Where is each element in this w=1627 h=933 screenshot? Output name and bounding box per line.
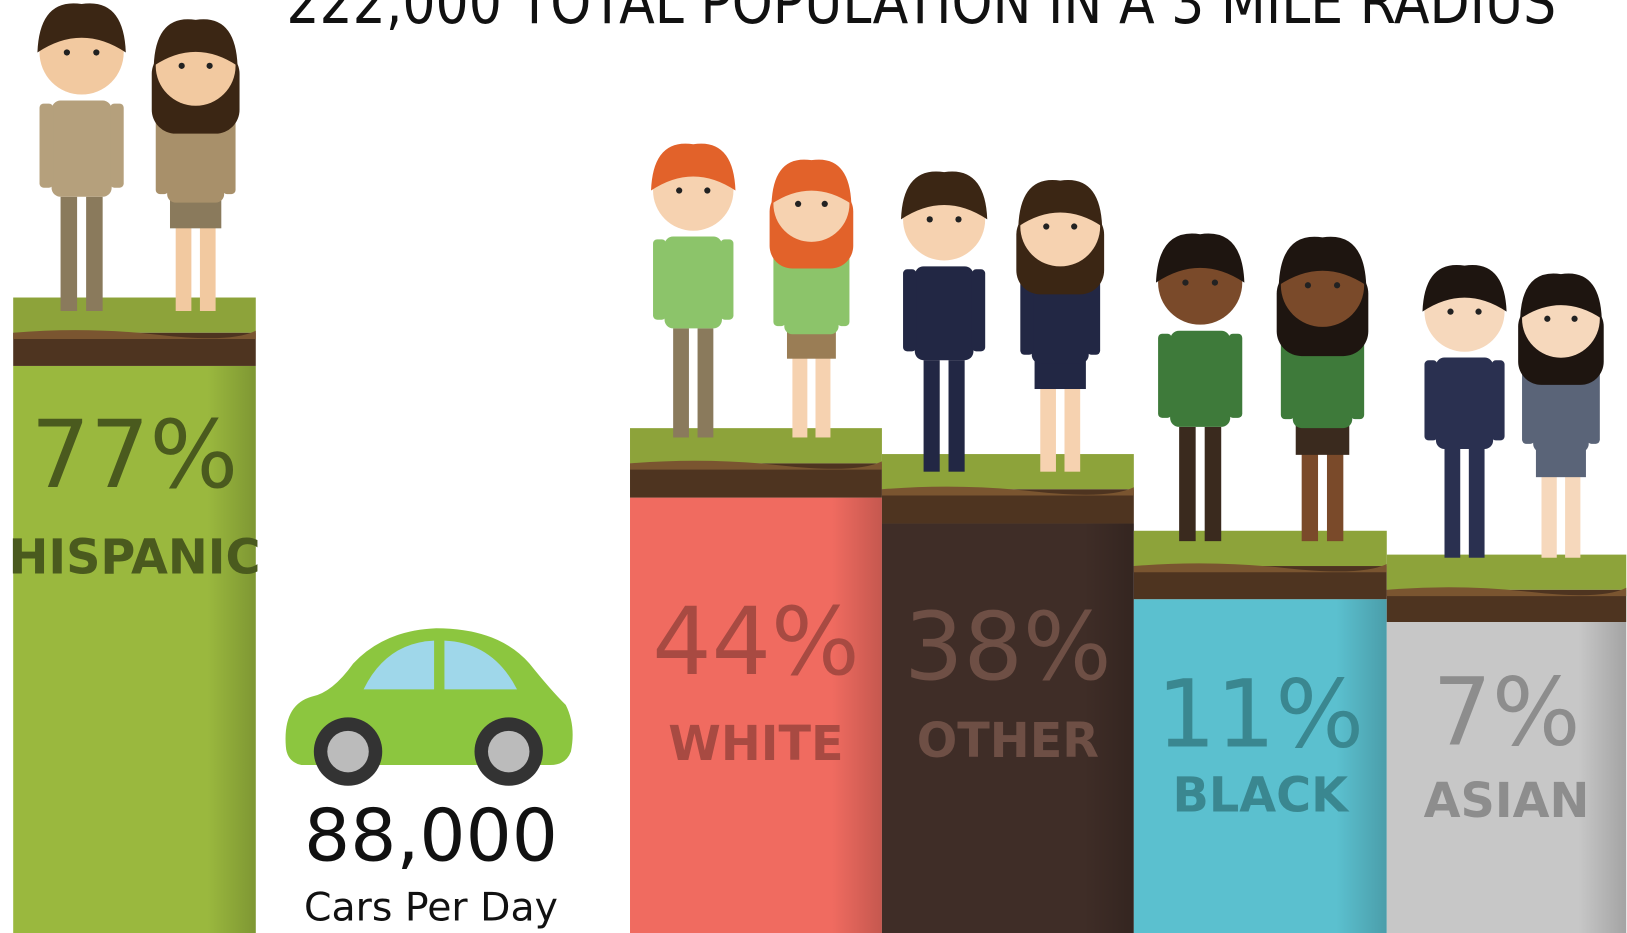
eye [955, 216, 961, 222]
grass [13, 298, 256, 333]
eye [822, 201, 828, 207]
arm [110, 104, 124, 188]
grass [1134, 531, 1387, 566]
torso [665, 236, 722, 328]
leg [924, 360, 940, 471]
leg [1444, 449, 1460, 558]
group-label: BLACK [1173, 769, 1351, 824]
traffic-count: 88,000 [304, 794, 558, 878]
group-label: OTHER [917, 714, 1099, 769]
percent: 77% [31, 401, 238, 510]
eye [795, 201, 801, 207]
eye [1544, 316, 1550, 322]
grass [630, 428, 882, 463]
eye [179, 63, 185, 69]
eye [1571, 316, 1577, 322]
group-label: ASIAN [1424, 774, 1590, 829]
arm [1229, 334, 1243, 418]
grass [882, 454, 1134, 489]
percent: 38% [904, 593, 1111, 702]
eye [1475, 309, 1481, 315]
leg [1205, 427, 1222, 541]
torso [1170, 331, 1230, 427]
eye [93, 49, 99, 55]
page: 222,000 TOTAL POPULATION IN A 3 MILE RAD… [0, 0, 1627, 933]
leg [61, 197, 78, 311]
eye [207, 63, 213, 69]
traffic-label: Cars Per Day [304, 885, 558, 931]
leg [1179, 427, 1196, 541]
group-label: HISPANIC [8, 530, 260, 585]
percent: 11% [1157, 660, 1364, 769]
eye [1305, 282, 1311, 288]
percent: 44% [652, 588, 859, 697]
percent: 7% [1433, 658, 1581, 767]
eye [704, 187, 710, 193]
eye [1071, 223, 1077, 229]
torso [1436, 357, 1493, 449]
eye [927, 216, 933, 222]
car-icon [286, 628, 573, 786]
leg [673, 328, 689, 437]
leg [86, 197, 103, 311]
leg [698, 328, 714, 437]
eye [1334, 282, 1340, 288]
eye [1212, 279, 1218, 285]
arm [1492, 360, 1505, 440]
leg [1469, 449, 1485, 558]
arm [653, 239, 666, 319]
infographic: 222,000 TOTAL POPULATION IN A 3 MILE RAD… [0, 0, 1627, 933]
column-shade [630, 498, 882, 933]
arm [721, 239, 734, 319]
eye [676, 187, 682, 193]
eye [1182, 279, 1188, 285]
leg [949, 360, 965, 471]
torso [915, 266, 974, 360]
grass [1387, 555, 1626, 590]
eye [64, 49, 70, 55]
torso [52, 101, 112, 197]
columns: 77% HISPANIC 44% WHITE 38% OTHER 11%BLACK 7% ASI… [8, 3, 1626, 933]
arm [903, 269, 916, 351]
eye [1043, 223, 1049, 229]
eye [1447, 309, 1453, 315]
arm [1424, 360, 1437, 440]
arm [1158, 334, 1172, 418]
group-label: WHITE [668, 717, 843, 772]
arm [972, 269, 985, 351]
arm [40, 104, 54, 188]
title: 222,000 TOTAL POPULATION IN A 3 MILE RAD… [286, 0, 1556, 38]
